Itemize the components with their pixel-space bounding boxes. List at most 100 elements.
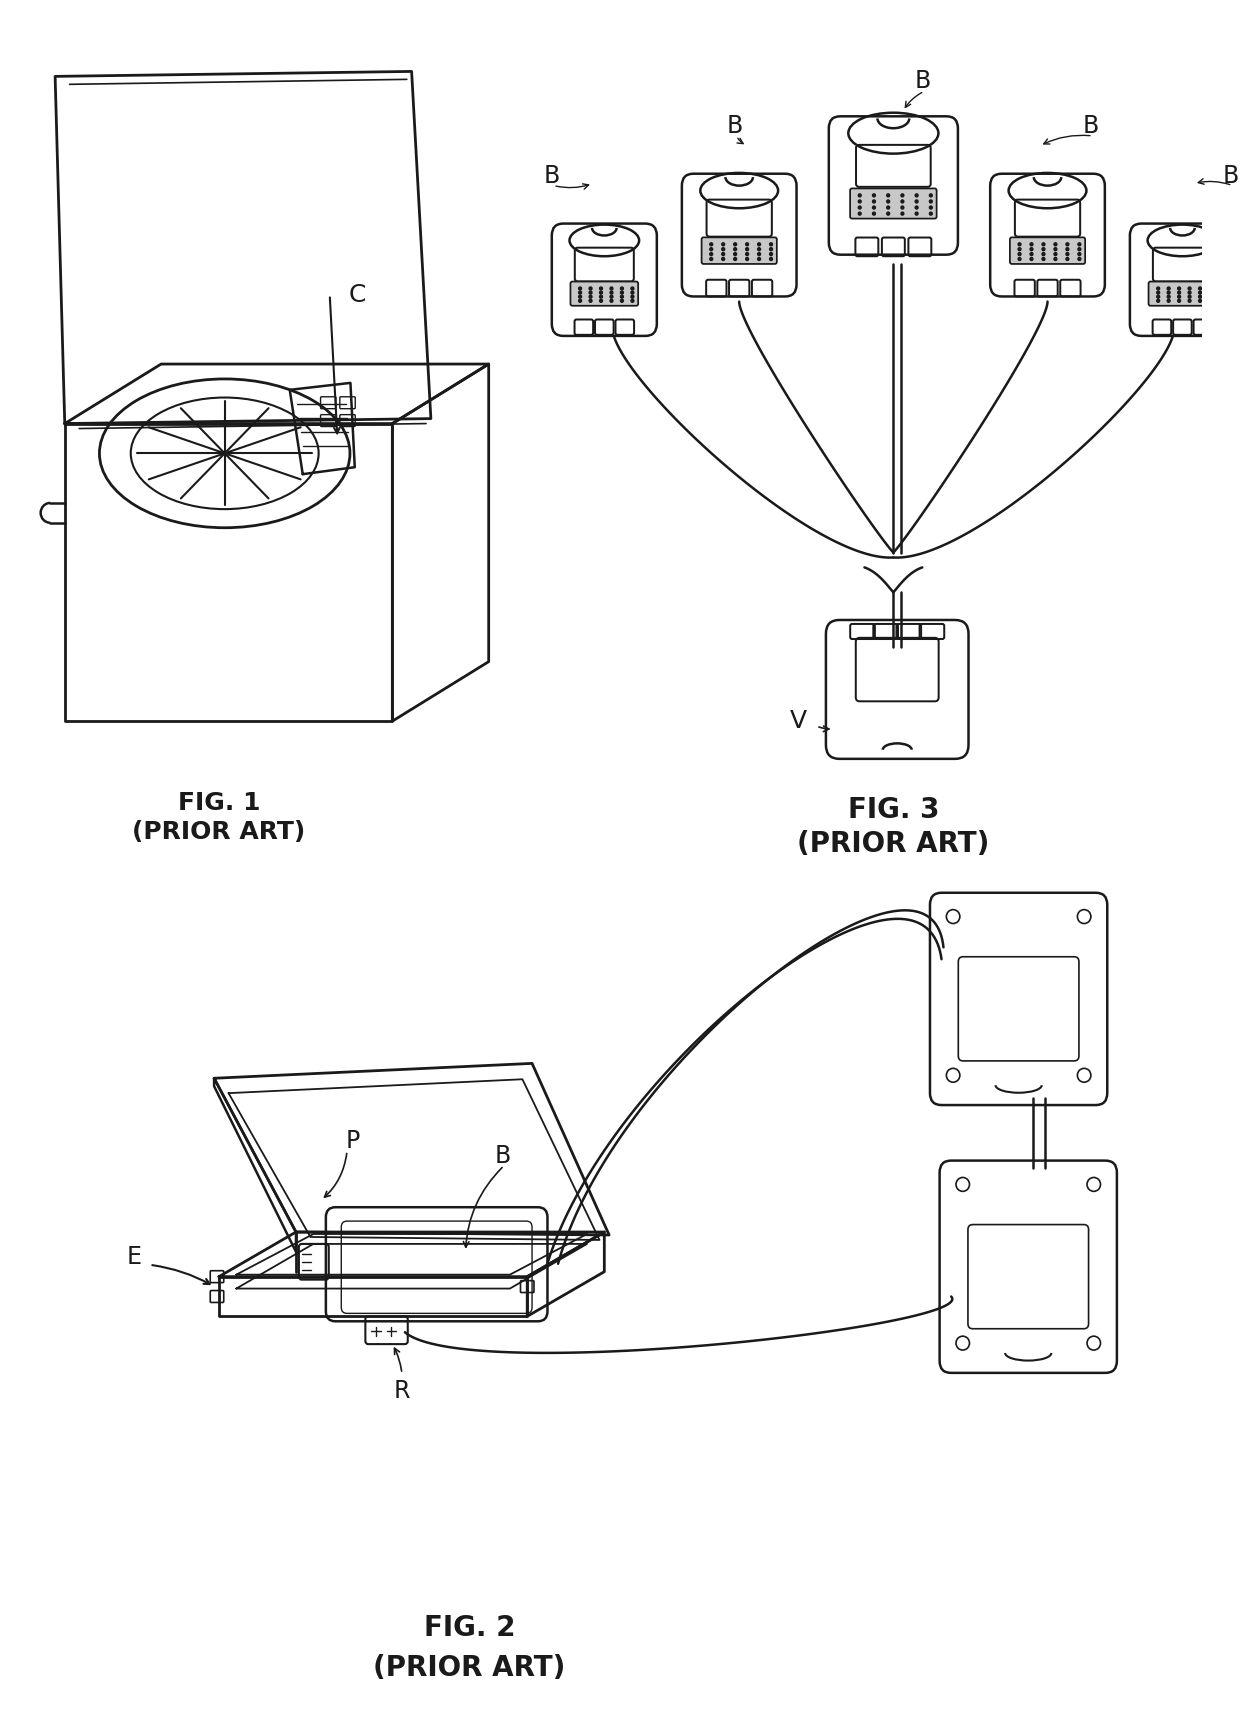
Circle shape [1030, 252, 1033, 256]
Text: P: P [345, 1128, 360, 1153]
Circle shape [1209, 287, 1211, 290]
Circle shape [631, 287, 634, 290]
Circle shape [709, 257, 713, 261]
Circle shape [915, 213, 918, 214]
Circle shape [1066, 247, 1069, 251]
Text: B: B [543, 164, 559, 188]
FancyBboxPatch shape [851, 188, 936, 218]
Circle shape [887, 213, 889, 214]
Circle shape [1178, 287, 1180, 290]
Text: (PRIOR ART): (PRIOR ART) [133, 821, 305, 845]
Circle shape [610, 287, 613, 290]
Circle shape [745, 247, 749, 251]
Circle shape [600, 299, 603, 302]
Circle shape [1078, 247, 1081, 251]
Circle shape [901, 213, 904, 214]
Circle shape [589, 287, 591, 290]
Circle shape [1066, 244, 1069, 245]
Circle shape [620, 287, 624, 290]
Circle shape [1178, 299, 1180, 302]
Circle shape [873, 194, 875, 197]
Circle shape [1018, 257, 1021, 261]
Circle shape [1178, 290, 1180, 294]
Circle shape [901, 206, 904, 209]
Circle shape [579, 290, 582, 294]
Text: V: V [790, 708, 807, 733]
Circle shape [610, 299, 613, 302]
Text: B: B [495, 1144, 511, 1168]
Circle shape [722, 257, 724, 261]
Circle shape [610, 295, 613, 299]
Circle shape [709, 244, 713, 245]
Circle shape [620, 290, 624, 294]
Circle shape [745, 257, 749, 261]
FancyBboxPatch shape [570, 282, 639, 306]
Circle shape [1157, 290, 1159, 294]
Circle shape [631, 290, 634, 294]
Circle shape [709, 252, 713, 256]
Circle shape [734, 247, 737, 251]
Circle shape [1209, 295, 1211, 299]
Circle shape [1042, 247, 1045, 251]
Circle shape [734, 252, 737, 256]
Circle shape [589, 290, 591, 294]
Circle shape [887, 200, 889, 202]
Circle shape [930, 194, 932, 197]
Circle shape [620, 295, 624, 299]
Circle shape [770, 252, 773, 256]
Circle shape [1209, 299, 1211, 302]
Circle shape [1178, 295, 1180, 299]
Text: R: R [394, 1379, 410, 1403]
Circle shape [1066, 257, 1069, 261]
Circle shape [1078, 257, 1081, 261]
Circle shape [734, 257, 737, 261]
Circle shape [722, 244, 724, 245]
Circle shape [1199, 287, 1202, 290]
Text: B: B [914, 69, 930, 93]
Circle shape [579, 299, 582, 302]
Circle shape [915, 206, 918, 209]
Circle shape [873, 213, 875, 214]
Text: B: B [1223, 164, 1239, 188]
Circle shape [579, 295, 582, 299]
FancyBboxPatch shape [702, 237, 776, 264]
Circle shape [734, 244, 737, 245]
Circle shape [1042, 252, 1045, 256]
Circle shape [873, 206, 875, 209]
Circle shape [858, 200, 862, 202]
Circle shape [600, 295, 603, 299]
Circle shape [1030, 257, 1033, 261]
Circle shape [1167, 295, 1171, 299]
Circle shape [1018, 247, 1021, 251]
Circle shape [1078, 252, 1081, 256]
Text: C: C [348, 283, 366, 306]
Circle shape [1167, 290, 1171, 294]
Circle shape [1042, 244, 1045, 245]
Circle shape [722, 252, 724, 256]
Text: (PRIOR ART): (PRIOR ART) [373, 1654, 565, 1681]
Circle shape [620, 299, 624, 302]
Circle shape [1157, 295, 1159, 299]
Circle shape [930, 213, 932, 214]
Circle shape [901, 194, 904, 197]
Circle shape [600, 287, 603, 290]
FancyBboxPatch shape [1009, 237, 1085, 264]
Circle shape [858, 213, 862, 214]
Circle shape [709, 247, 713, 251]
Circle shape [873, 200, 875, 202]
Circle shape [1199, 290, 1202, 294]
Circle shape [1199, 295, 1202, 299]
Circle shape [858, 206, 862, 209]
Circle shape [887, 206, 889, 209]
Text: FIG. 2: FIG. 2 [424, 1614, 515, 1642]
Circle shape [745, 252, 749, 256]
Circle shape [930, 200, 932, 202]
Circle shape [589, 299, 591, 302]
Circle shape [589, 295, 591, 299]
Circle shape [1167, 287, 1171, 290]
Circle shape [770, 244, 773, 245]
Circle shape [858, 194, 862, 197]
Text: B: B [727, 114, 743, 138]
Circle shape [1066, 252, 1069, 256]
Circle shape [915, 194, 918, 197]
